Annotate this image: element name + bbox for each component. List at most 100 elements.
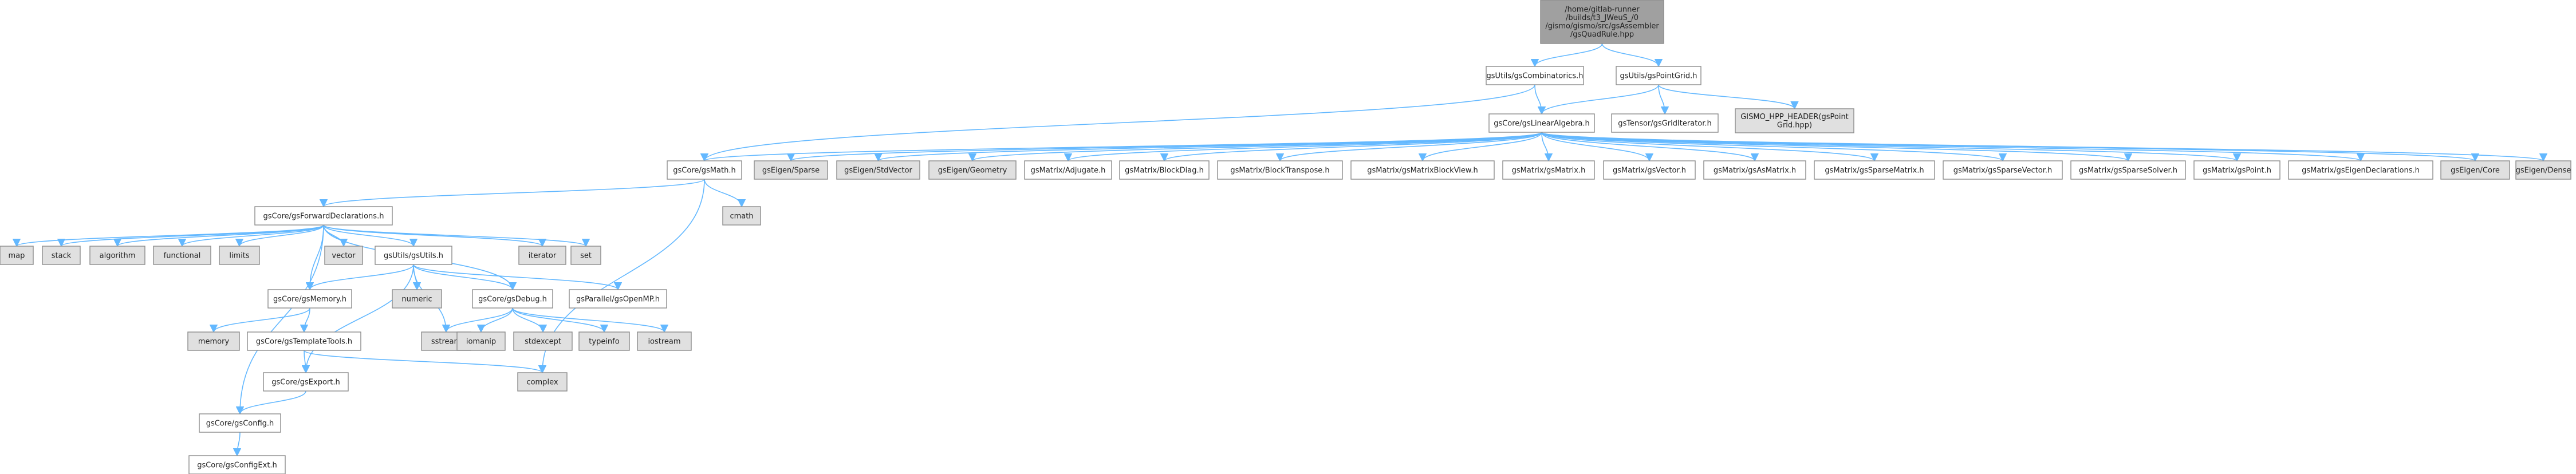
node-mvector[interactable]: gsMatrix/gsVector.h xyxy=(1603,160,1696,180)
node-box-memoryh xyxy=(267,289,352,309)
node-box-configext xyxy=(188,455,286,474)
node-esparse: gsEigen/Sparse xyxy=(754,160,828,180)
edge-pgrid-to-gridit xyxy=(1658,84,1669,115)
node-linalg[interactable]: gsCore/gsLinearAlgebra.h xyxy=(1488,113,1595,133)
node-box-iterator xyxy=(518,246,566,265)
node-label-asmatrix: gsMatrix/gsAsMatrix.h xyxy=(1714,166,1796,175)
node-box-adj xyxy=(1024,160,1112,180)
node-bdiag[interactable]: gsMatrix/BlockDiag.h xyxy=(1119,160,1210,180)
node-box-memory xyxy=(187,331,240,351)
node-spsolver[interactable]: gsMatrix/gsSparseSolver.h xyxy=(2070,160,2186,180)
edge-comb-to-math xyxy=(700,84,1535,162)
node-egeom: gsEigen/Geometry xyxy=(928,160,1017,180)
edge-math-to-cmath xyxy=(704,179,746,208)
node-configext[interactable]: gsCore/gsConfigExt.h xyxy=(188,455,286,474)
edge-debug-to-sstream xyxy=(442,307,513,333)
node-mpoint[interactable]: gsMatrix/gsPoint.h xyxy=(2193,160,2280,180)
node-iostream: iostream xyxy=(637,331,692,351)
node-mbview[interactable]: gsMatrix/gsMatrixBlockView.h xyxy=(1350,160,1495,180)
node-box-root xyxy=(1540,0,1664,44)
node-pgrid[interactable]: gsUtils/gsPointGrid.h xyxy=(1616,66,1701,85)
node-label-math: gsCore/gsMath.h xyxy=(673,166,735,175)
node-root[interactable]: /home/gitlab-runner/builds/t3_JWeuS_/0/g… xyxy=(1540,0,1664,44)
node-utils[interactable]: gsUtils/gsUtils.h xyxy=(375,246,452,265)
node-label-root: /gismo/gismo/src/gsAssembler xyxy=(1545,22,1659,31)
node-box-gridit xyxy=(1611,113,1719,133)
node-asmatrix[interactable]: gsMatrix/gsAsMatrix.h xyxy=(1703,160,1806,180)
node-box-math xyxy=(667,160,742,180)
edge-fwd-to-limits xyxy=(235,224,324,247)
node-fwd[interactable]: gsCore/gsForwardDeclarations.h xyxy=(254,206,393,226)
node-label-root: /home/gitlab-runner xyxy=(1565,6,1640,14)
node-box-comb xyxy=(1486,66,1584,85)
node-iterator: iterator xyxy=(518,246,566,265)
edge-pgrid-to-linalg xyxy=(1537,84,1659,115)
node-config[interactable]: gsCore/gsConfig.h xyxy=(199,413,281,433)
node-exporth[interactable]: gsCore/gsExport.h xyxy=(263,372,349,392)
node-eigdecl[interactable]: gsMatrix/gsEigenDeclarations.h xyxy=(2288,160,2433,180)
edge-linalg-to-mbview xyxy=(1418,132,1542,162)
node-box-iomanip xyxy=(456,331,506,351)
node-label-config: gsCore/gsConfig.h xyxy=(206,419,274,428)
node-openmp[interactable]: gsParallel/gsOpenMP.h xyxy=(569,289,667,309)
edge-debug-to-stdexcept xyxy=(512,307,548,333)
node-label-ttools: gsCore/gsTemplateTools.h xyxy=(256,337,352,346)
edge-fwd-to-config xyxy=(235,224,324,415)
edge-ttools-to-complex xyxy=(304,350,546,374)
node-spvector[interactable]: gsMatrix/gsSparseVector.h xyxy=(1943,160,2063,180)
node-box-algorithm xyxy=(89,246,145,265)
edge-fwd-to-memoryh xyxy=(305,224,324,291)
edge-linalg-to-mvector xyxy=(1541,132,1654,162)
node-label-iostream: iostream xyxy=(648,337,680,346)
node-box-utils xyxy=(375,246,452,265)
edge-debug-to-iomanip xyxy=(476,307,513,333)
node-spmatrix[interactable]: gsMatrix/gsSparseMatrix.h xyxy=(1814,160,1935,180)
node-label-stack: stack xyxy=(52,251,72,260)
node-label-egeom: gsEigen/Geometry xyxy=(938,166,1007,175)
edge-memoryh-to-ttools xyxy=(300,307,310,333)
node-label-vector: vector xyxy=(332,251,356,260)
node-box-set xyxy=(570,246,601,265)
node-debug[interactable]: gsCore/gsDebug.h xyxy=(472,289,553,309)
node-box-typeinfo xyxy=(578,331,630,351)
node-box-cmath xyxy=(722,206,761,226)
edge-exporth-to-config xyxy=(235,390,306,415)
node-comb[interactable]: gsUtils/gsCombinatorics.h xyxy=(1486,66,1584,85)
node-box-asmatrix xyxy=(1703,160,1806,180)
edge-debug-to-typeinfo xyxy=(512,307,609,333)
dependency-edges xyxy=(13,43,2547,457)
node-label-numeric: numeric xyxy=(401,295,432,303)
node-ttools[interactable]: gsCore/gsTemplateTools.h xyxy=(247,331,361,351)
node-label-utils: gsUtils/gsUtils.h xyxy=(384,251,443,260)
node-label-eigdecl: gsMatrix/gsEigenDeclarations.h xyxy=(2302,166,2420,175)
edge-fwd-to-functional xyxy=(178,224,324,247)
node-box-ecore xyxy=(2440,160,2510,180)
node-memoryh[interactable]: gsCore/gsMemory.h xyxy=(267,289,352,309)
node-label-estdvec: gsEigen/StdVector xyxy=(844,166,912,175)
node-label-iterator: iterator xyxy=(529,251,557,260)
node-hppheader: GISMO_HPP_HEADER(gsPointGrid.hpp) xyxy=(1735,108,1854,133)
node-label-functional: functional xyxy=(164,251,201,260)
node-label-fwd: gsCore/gsForwardDeclarations.h xyxy=(263,212,384,220)
node-limits: limits xyxy=(219,246,260,265)
node-box-mvector xyxy=(1603,160,1696,180)
node-label-debug: gsCore/gsDebug.h xyxy=(478,295,547,303)
node-label-root: /gsQuadRule.hpp xyxy=(1570,30,1634,39)
node-adj[interactable]: gsMatrix/Adjugate.h xyxy=(1024,160,1112,180)
node-gridit[interactable]: gsTensor/gsGridIterator.h xyxy=(1611,113,1719,133)
edge-utils-to-openmp xyxy=(413,264,622,291)
node-mmatrix[interactable]: gsMatrix/gsMatrix.h xyxy=(1502,160,1595,180)
node-vector: vector xyxy=(324,246,363,265)
node-label-edense: gsEigen/Dense xyxy=(2516,166,2571,175)
edge-fwd-to-utils xyxy=(323,224,418,247)
node-map: map xyxy=(0,246,34,265)
node-btrans[interactable]: gsMatrix/BlockTranspose.h xyxy=(1217,160,1343,180)
node-box-estdvec xyxy=(836,160,920,180)
node-box-iostream xyxy=(637,331,692,351)
node-label-bdiag: gsMatrix/BlockDiag.h xyxy=(1125,166,1204,175)
edge-fwd-to-set xyxy=(323,224,590,247)
edge-fwd-to-algorithm xyxy=(113,224,324,247)
node-math[interactable]: gsCore/gsMath.h xyxy=(667,160,742,180)
edge-linalg-to-adj xyxy=(1064,132,1542,162)
